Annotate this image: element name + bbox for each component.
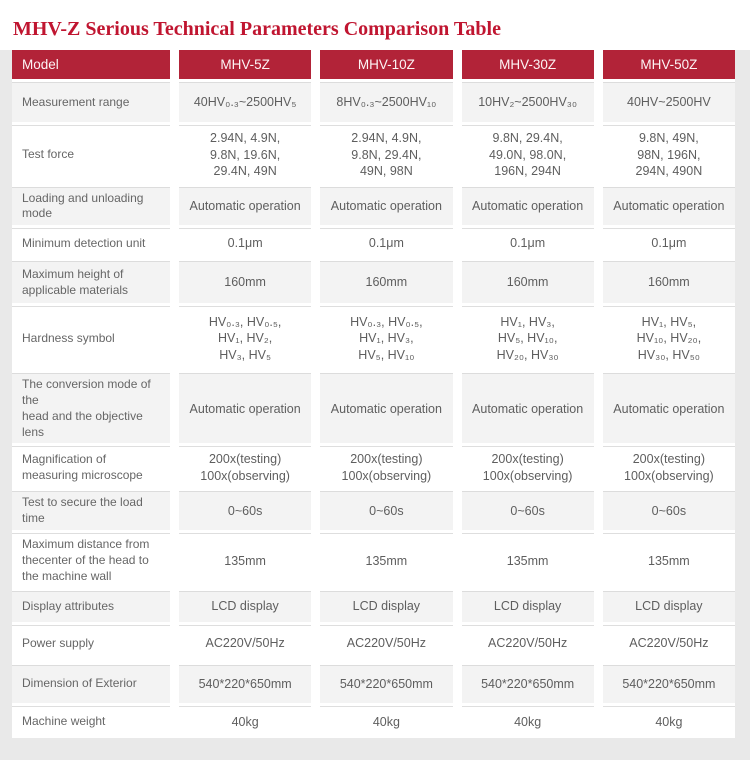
spec-cell: AC220V/50Hz <box>461 624 594 662</box>
row-label: Measurement range <box>12 82 170 122</box>
spec-cell: 0~60s <box>179 491 312 531</box>
spec-cell: HV₀.₃, HV₀.₅, HV₁, HV₂, HV₃, HV₅ <box>179 306 312 371</box>
row-label: Dimension of Exterior <box>12 664 170 703</box>
spec-cell: Automatic operation <box>179 373 312 444</box>
spec-cell: 540*220*650mm <box>461 664 594 703</box>
comparison-table: Model MHV-5Z MHV-10Z MHV-30Z MHV-50Z Mea… <box>12 50 735 738</box>
spec-cell: 540*220*650mm <box>602 664 735 703</box>
spec-cell: 0.1μm <box>461 228 594 259</box>
spec-cell: 40kg <box>179 705 312 738</box>
spec-cell: HV₁, HV₅, HV₁₀, HV₂₀, HV₃₀, HV₅₀ <box>602 306 735 371</box>
row-label: Test to secure the load time <box>12 491 170 531</box>
row-label: Display attributes <box>12 590 170 622</box>
spec-cell: AC220V/50Hz <box>602 624 735 662</box>
spec-cell: Automatic operation <box>602 373 735 444</box>
spec-cell: Automatic operation <box>461 186 594 226</box>
header-cell-mhv-30z: MHV-30Z <box>461 50 594 79</box>
spec-cell: LCD display <box>461 590 594 622</box>
spec-cell: 160mm <box>602 261 735 304</box>
spec-cell: 160mm <box>461 261 594 304</box>
spec-cell: 135mm <box>320 533 453 588</box>
spec-cell: 0.1μm <box>179 228 312 259</box>
spec-cell: 2.94N, 4.9N, 9.8N, 29.4N, 49N, 98N <box>320 125 453 184</box>
spec-cell: 40kg <box>461 705 594 738</box>
row-label: Power supply <box>12 624 170 662</box>
table-panel: Model MHV-5Z MHV-10Z MHV-30Z MHV-50Z Mea… <box>0 50 750 760</box>
header-cell-mhv-5z: MHV-5Z <box>179 50 312 79</box>
spec-cell: 200x(testing) 100x(observing) <box>320 446 453 489</box>
spec-cell: 40HV~2500HV <box>602 82 735 122</box>
spec-cell: 0~60s <box>602 491 735 531</box>
row-label: Maximum height of applicable materials <box>12 261 170 304</box>
spec-cell: Automatic operation <box>602 186 735 226</box>
header-cell-mhv-10z: MHV-10Z <box>320 50 453 79</box>
spec-cell: 40kg <box>320 705 453 738</box>
spec-cell: 0~60s <box>320 491 453 531</box>
spec-cell: 540*220*650mm <box>320 664 453 703</box>
spec-cell: 0~60s <box>461 491 594 531</box>
row-label: Magnification of measuring microscope <box>12 446 170 489</box>
spec-cell: 8HV₀.₃~2500HV₁₀ <box>320 82 453 122</box>
row-label: The conversion mode of the head and the … <box>12 373 170 444</box>
header-cell-model: Model <box>12 50 170 79</box>
row-label: Hardness symbol <box>12 306 170 371</box>
row-label: Loading and unloading mode <box>12 186 170 226</box>
row-label: Machine weight <box>12 705 170 738</box>
spec-cell: LCD display <box>320 590 453 622</box>
spec-cell: 160mm <box>179 261 312 304</box>
spec-cell: 540*220*650mm <box>179 664 312 703</box>
spec-cell: LCD display <box>179 590 312 622</box>
spec-cell: 200x(testing) 100x(observing) <box>461 446 594 489</box>
header-cell-mhv-50z: MHV-50Z <box>602 50 735 79</box>
spec-cell: 135mm <box>179 533 312 588</box>
spec-cell: AC220V/50Hz <box>179 624 312 662</box>
spec-cell: HV₁, HV₃, HV₅, HV₁₀, HV₂₀, HV₃₀ <box>461 306 594 371</box>
spec-cell: Automatic operation <box>461 373 594 444</box>
spec-cell: 9.8N, 49N, 98N, 196N, 294N, 490N <box>602 125 735 184</box>
spec-cell: 2.94N, 4.9N, 9.8N, 19.6N, 29.4N, 49N <box>179 125 312 184</box>
spec-cell: AC220V/50Hz <box>320 624 453 662</box>
spec-cell: LCD display <box>602 590 735 622</box>
spec-cell: 40kg <box>602 705 735 738</box>
spec-cell: 135mm <box>461 533 594 588</box>
spec-cell: 0.1μm <box>320 228 453 259</box>
spec-cell: 40HV₀.₃~2500HV₅ <box>179 82 312 122</box>
spec-cell: 10HV₂~2500HV₃₀ <box>461 82 594 122</box>
spec-cell: 200x(testing) 100x(observing) <box>602 446 735 489</box>
page-title: MHV-Z Serious Technical Parameters Compa… <box>13 18 501 40</box>
spec-cell: Automatic operation <box>320 373 453 444</box>
spec-cell: Automatic operation <box>179 186 312 226</box>
row-label: Test force <box>12 125 170 184</box>
row-label: Minimum detection unit <box>12 228 170 259</box>
spec-cell: Automatic operation <box>320 186 453 226</box>
title-bar: MHV-Z Serious Technical Parameters Compa… <box>0 0 750 50</box>
row-label: Maximum distance from thecenter of the h… <box>12 533 170 588</box>
spec-cell: 200x(testing) 100x(observing) <box>179 446 312 489</box>
spec-cell: 9.8N, 29.4N, 49.0N, 98.0N, 196N, 294N <box>461 125 594 184</box>
spec-cell: 135mm <box>602 533 735 588</box>
spec-cell: HV₀.₃, HV₀.₅, HV₁, HV₃, HV₅, HV₁₀ <box>320 306 453 371</box>
spec-cell: 160mm <box>320 261 453 304</box>
spec-cell: 0.1μm <box>602 228 735 259</box>
